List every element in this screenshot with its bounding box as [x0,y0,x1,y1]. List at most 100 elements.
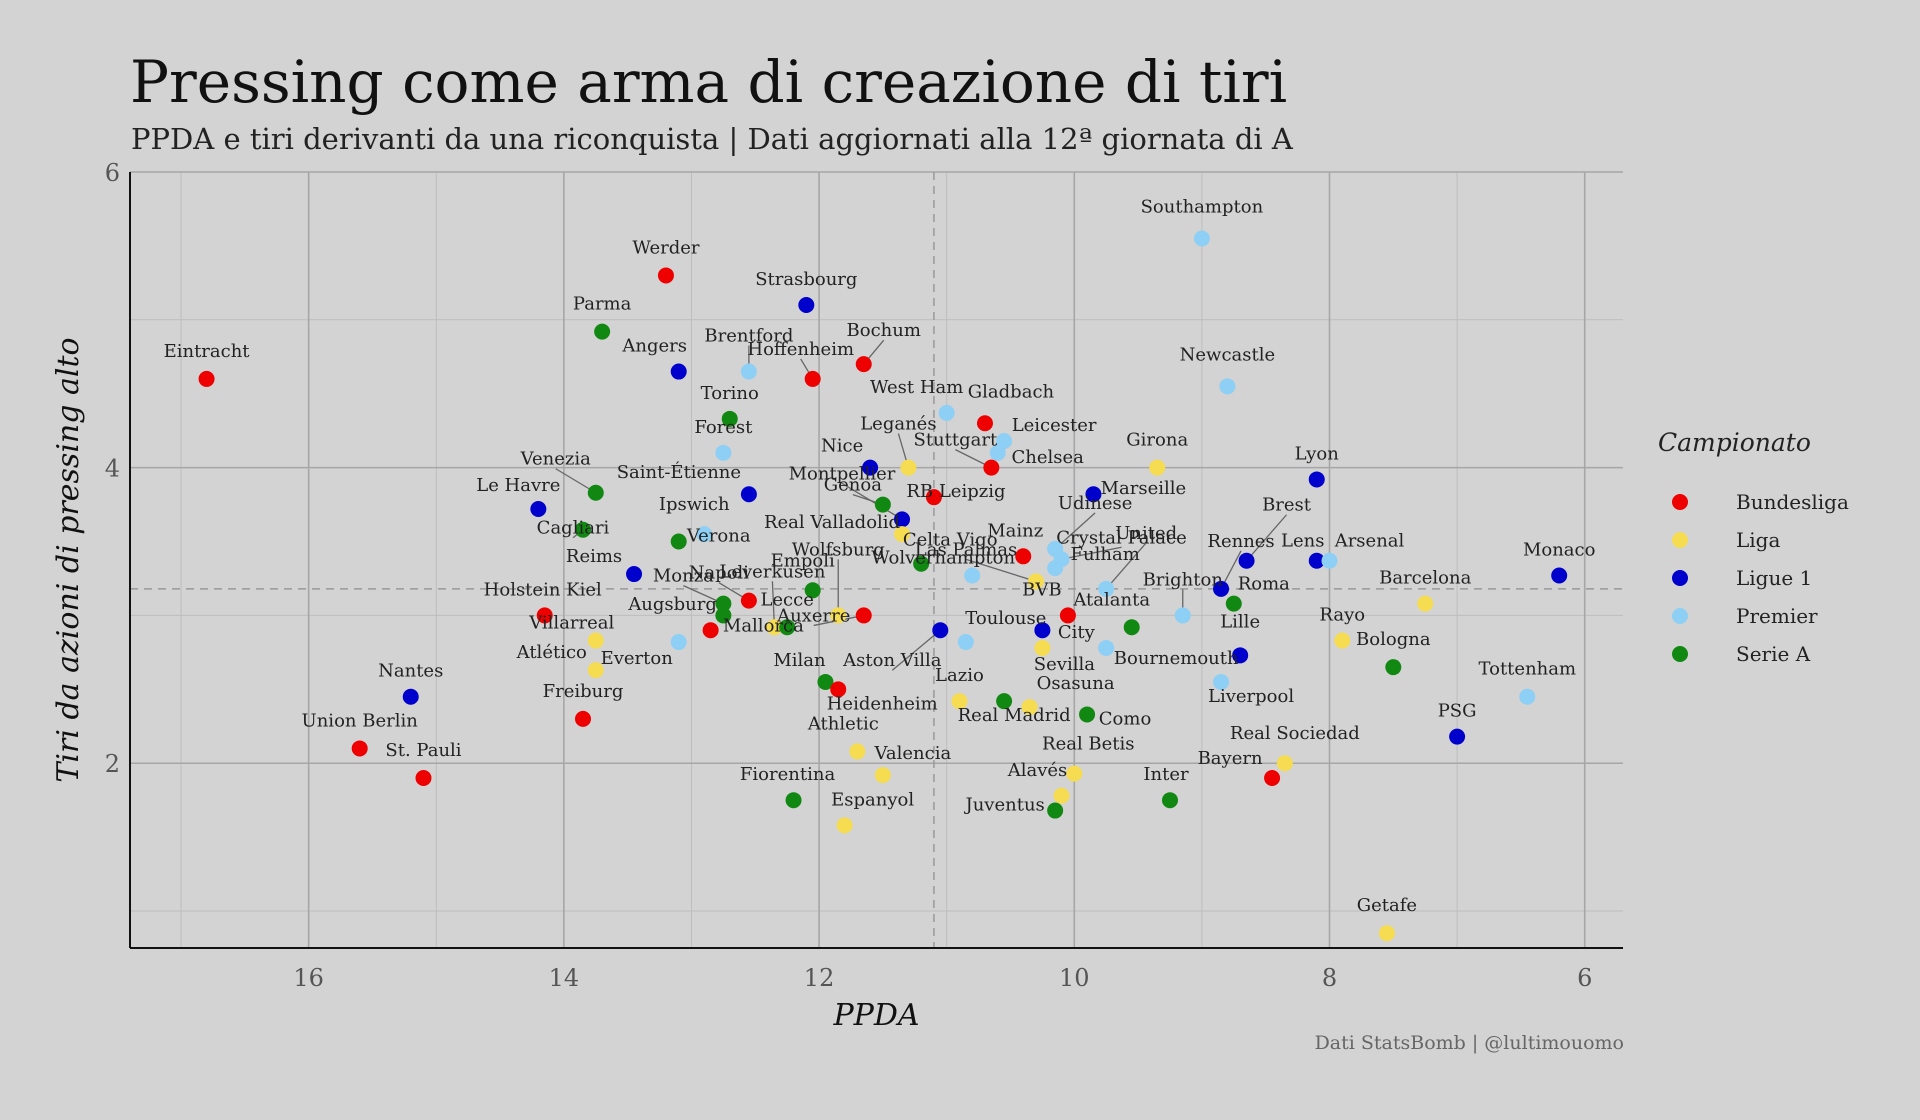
point-label: Leverkusen [719,561,825,582]
data-point [1238,552,1255,569]
y-tick-label: 4 [105,455,120,483]
point-label: Aston Villa [842,650,942,671]
legend-item: Serie A [1658,635,1849,673]
x-axis-label: PPDA [832,998,919,1033]
data-point [587,632,604,649]
data-point [740,363,757,380]
data-point [1028,573,1045,590]
point-label: Heidenheim [827,693,938,714]
data-point [1015,548,1032,565]
legend-label: Premier [1736,604,1818,628]
data-point [415,770,432,787]
data-point [1213,673,1230,690]
legend-label: Bundesliga [1736,490,1849,514]
point-label: Toulouse [965,608,1046,629]
point-label: Juventus [964,795,1045,816]
data-point [951,693,968,710]
data-point [785,792,802,809]
point-label: Rayo [1319,605,1365,626]
legend-label: Ligue 1 [1736,566,1813,590]
data-point [996,433,1013,450]
data-point [1519,688,1536,705]
data-point [894,511,911,528]
data-point [1098,580,1115,597]
data-point [1417,595,1434,612]
data-point [1021,699,1038,716]
leader-line [1105,542,1147,590]
point-label: Le Havre [476,475,560,496]
point-label: Osasuna [1037,673,1115,694]
data-point [715,444,732,461]
point-label: Wolfsburg [792,539,885,560]
data-point [957,634,974,651]
point-label: Saint-Étienne [617,460,741,483]
data-point [1334,632,1351,649]
point-label: Tottenham [1479,659,1577,680]
data-point [1385,659,1402,676]
point-label: Atlético [516,642,587,663]
data-point [575,521,592,538]
point-label: Gladbach [968,381,1055,402]
data-point [976,415,993,432]
point-label: Bournemouth [1114,648,1239,669]
data-point [1079,706,1096,723]
data-point [1047,560,1064,577]
data-point [1225,595,1242,612]
legend-item: Bundesliga [1658,483,1849,521]
point-label: Parma [573,294,632,315]
point-label: Torino [701,383,759,404]
leader-line [841,482,903,520]
data-point [817,673,834,690]
legend-swatch [1672,646,1688,662]
data-point [715,595,732,612]
x-tick-label: 6 [1577,964,1592,992]
point-label: Strasbourg [755,269,857,290]
leader-line [965,558,1037,583]
point-label: Rennes [1207,531,1274,552]
point-label: St. Pauli [385,740,461,761]
data-point [766,619,783,636]
data-point [1047,802,1064,819]
point-label: Real Betis [1042,734,1135,755]
point-label: Bayern [1198,748,1263,769]
point-label: Nice [821,436,863,457]
data-point [1219,378,1236,395]
data-point [1193,230,1210,247]
data-point [198,370,215,387]
x-tick-label: 14 [549,964,580,992]
point-label: Las Palmas [915,539,1017,560]
data-point [989,444,1006,461]
data-point [1264,770,1281,787]
data-point [670,634,687,651]
data-point [855,607,872,624]
data-point [830,607,847,624]
point-label: Como [1099,708,1152,729]
legend-swatch [1672,570,1688,586]
data-point [587,662,604,679]
point-label: Union Berlin [302,710,419,731]
point-label: Lazio [935,665,984,686]
point-label: Augsburg [627,594,717,615]
point-label: Brentford [704,326,793,347]
point-label: Mallorca [723,615,804,636]
legend-title: Campionato [1658,428,1811,457]
data-point [1321,552,1338,569]
point-label: Bochum [847,320,921,341]
data-point [626,566,643,583]
point-label: Mainz [987,520,1043,541]
data-point [874,767,891,784]
point-label: Werder [632,237,699,258]
data-point [836,817,853,834]
point-label: Barcelona [1379,568,1471,589]
point-label: Real Sociedad [1230,723,1360,744]
data-point [715,607,732,624]
chart-title: Pressing come arma di creazione di tiri [130,48,1288,116]
data-point [1276,755,1293,772]
point-label: Lille [1220,611,1260,632]
data-point [983,459,1000,476]
point-label: Napoli [689,563,750,584]
legend-item: Ligue 1 [1658,559,1849,597]
data-point [804,582,821,599]
point-label: Hoffenheim [747,339,854,360]
